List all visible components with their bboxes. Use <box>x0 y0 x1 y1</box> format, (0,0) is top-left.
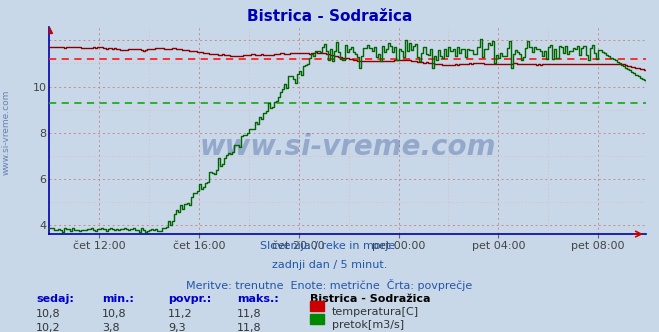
Text: 10,8: 10,8 <box>36 309 61 319</box>
Text: temperatura[C]: temperatura[C] <box>332 307 419 317</box>
Text: sedaj:: sedaj: <box>36 294 74 304</box>
Text: Meritve: trenutne  Enote: metrične  Črta: povprečje: Meritve: trenutne Enote: metrične Črta: … <box>186 279 473 291</box>
Text: www.si-vreme.com: www.si-vreme.com <box>200 133 496 161</box>
Text: Slovenija / reke in morje.: Slovenija / reke in morje. <box>260 241 399 251</box>
Text: pretok[m3/s]: pretok[m3/s] <box>332 320 404 330</box>
Text: min.:: min.: <box>102 294 134 304</box>
Text: 11,8: 11,8 <box>237 309 262 319</box>
Text: 10,2: 10,2 <box>36 323 61 332</box>
Text: 3,8: 3,8 <box>102 323 120 332</box>
Text: 11,2: 11,2 <box>168 309 192 319</box>
Text: Bistrica - Sodražica: Bistrica - Sodražica <box>310 294 430 304</box>
Text: povpr.:: povpr.: <box>168 294 212 304</box>
Text: www.si-vreme.com: www.si-vreme.com <box>2 90 11 176</box>
Text: maks.:: maks.: <box>237 294 279 304</box>
Text: 11,8: 11,8 <box>237 323 262 332</box>
Text: zadnji dan / 5 minut.: zadnji dan / 5 minut. <box>272 260 387 270</box>
Text: Bistrica - Sodražica: Bistrica - Sodražica <box>247 9 412 24</box>
Text: 9,3: 9,3 <box>168 323 186 332</box>
Text: 10,8: 10,8 <box>102 309 127 319</box>
